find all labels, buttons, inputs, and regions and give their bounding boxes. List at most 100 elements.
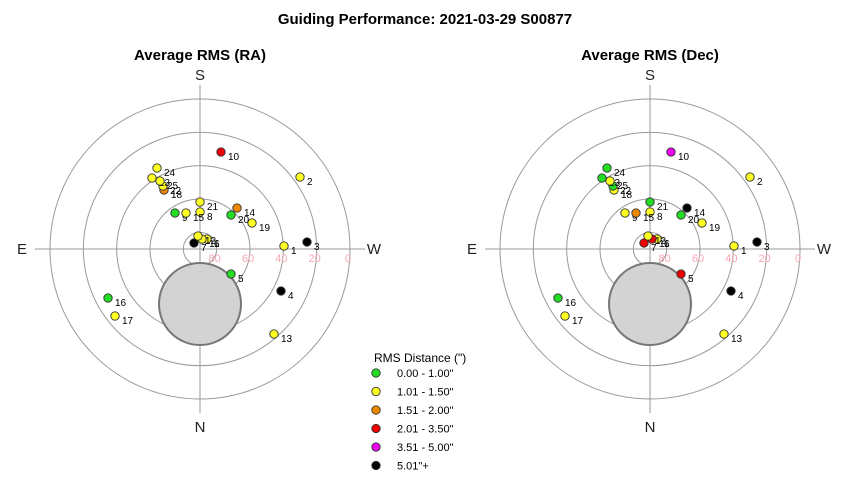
point-label-25: 25 xyxy=(617,181,629,192)
legend-swatch-0 xyxy=(371,368,381,378)
cardinal-s: S xyxy=(645,67,655,84)
point-5 xyxy=(226,269,236,279)
polar-plot-ra: Average RMS (RA) SNE W80 60 40 20 01234567891… xyxy=(17,47,382,436)
cardinal-w: W xyxy=(367,241,382,258)
point-12 xyxy=(643,231,653,241)
point-label-9: 9 xyxy=(182,213,188,224)
point-4 xyxy=(726,286,736,296)
polar-plot-dec: Average RMS (Dec) SNE W80 60 40 20 0123456789… xyxy=(467,47,832,436)
point-label-16: 16 xyxy=(115,298,127,309)
point-label-23: 23 xyxy=(609,178,621,189)
cardinal-e: E xyxy=(467,241,477,258)
point-label-19: 19 xyxy=(709,223,721,234)
point-label-12: 12 xyxy=(205,236,217,247)
ring-label-20: 20 xyxy=(759,253,771,265)
point-label-7: 7 xyxy=(201,243,207,254)
legend-title: RMS Distance (") xyxy=(374,351,466,365)
point-8 xyxy=(195,207,205,217)
legend-label-0: 0.00 - 1.00" xyxy=(397,368,454,380)
point-label-2: 2 xyxy=(307,177,313,188)
legend-swatch-1 xyxy=(371,386,381,397)
point-label-4: 4 xyxy=(738,291,744,302)
point-label-12: 12 xyxy=(655,236,667,247)
figure-title: Guiding Performance: 2021-03-29 S00877 xyxy=(278,11,572,28)
point-label-22: 22 xyxy=(170,186,182,197)
point-13 xyxy=(719,329,729,339)
moon-patch xyxy=(608,262,692,346)
point-label-16: 16 xyxy=(565,298,577,309)
point-label-10: 10 xyxy=(678,152,690,163)
ring-label-40: 40 xyxy=(275,253,287,265)
legend-swatch-4 xyxy=(371,442,381,452)
point-label-1: 1 xyxy=(291,246,297,257)
point-3 xyxy=(752,237,762,247)
ring-label-40: 40 xyxy=(725,253,737,265)
point-21 xyxy=(195,197,205,207)
point-label-11: 11 xyxy=(209,239,220,250)
point-4 xyxy=(276,286,286,296)
ring-label-80: 80 xyxy=(209,253,221,265)
moon-patch xyxy=(158,262,242,346)
point-label-24: 24 xyxy=(614,168,626,179)
cardinal-n: N xyxy=(645,419,656,436)
point-25 xyxy=(605,176,615,186)
legend: RMS Distance (") 0.00 - 1.00" 1.01 - 1.50… xyxy=(371,351,466,473)
point-24 xyxy=(152,163,162,173)
point-25 xyxy=(155,176,165,186)
point-label-6: 6 xyxy=(214,239,220,250)
point-16 xyxy=(103,293,113,303)
point-15 xyxy=(631,208,641,218)
point-17 xyxy=(110,311,120,321)
point-label-22: 22 xyxy=(620,186,632,197)
legend-label-5: 5.01"+ xyxy=(397,461,429,473)
point-15 xyxy=(181,208,191,218)
point-label-5: 5 xyxy=(688,274,694,285)
point-10 xyxy=(666,147,676,157)
point-label-17: 17 xyxy=(122,316,134,327)
point-label-8: 8 xyxy=(657,212,663,223)
point-label-24: 24 xyxy=(164,168,176,179)
point-1 xyxy=(729,241,739,251)
point-label-7: 7 xyxy=(651,243,657,254)
point-2 xyxy=(745,172,755,182)
point-label-13: 13 xyxy=(281,334,293,345)
ring-label-60: 60 xyxy=(242,253,254,265)
point-8 xyxy=(645,207,655,217)
point-label-25: 25 xyxy=(167,181,179,192)
point-1 xyxy=(279,241,289,251)
point-3 xyxy=(302,237,312,247)
cardinal-s: S xyxy=(195,67,205,84)
ring-label-0: 0 xyxy=(795,253,801,265)
point-label-5: 5 xyxy=(238,274,244,285)
point-19 xyxy=(697,218,707,228)
ring-label-0: 0 xyxy=(345,253,351,265)
ring-label-20: 20 xyxy=(309,253,321,265)
point-label-23: 23 xyxy=(159,178,171,189)
point-label-10: 10 xyxy=(228,152,240,163)
legend-label-2: 1.51 - 2.00" xyxy=(397,405,454,417)
point-20 xyxy=(676,210,686,220)
point-7 xyxy=(189,238,199,248)
cardinal-w: W xyxy=(817,241,832,258)
point-17 xyxy=(560,311,570,321)
point-label-8: 8 xyxy=(207,212,213,223)
point-label-1: 1 xyxy=(741,246,747,257)
point-label-3: 3 xyxy=(314,242,320,253)
point-label-13: 13 xyxy=(731,334,743,345)
point-13 xyxy=(269,329,279,339)
legend-label-1: 1.01 - 1.50" xyxy=(397,387,454,399)
legend-swatch-5 xyxy=(371,460,381,471)
point-23 xyxy=(597,173,607,183)
point-21 xyxy=(645,197,655,207)
point-24 xyxy=(602,163,612,173)
ring-label-60: 60 xyxy=(692,253,704,265)
point-label-3: 3 xyxy=(764,242,770,253)
point-label-19: 19 xyxy=(259,223,271,234)
plot-title-ra: Average RMS (RA) xyxy=(134,47,266,64)
point-label-6: 6 xyxy=(664,239,670,250)
cardinal-e: E xyxy=(17,241,27,258)
point-12 xyxy=(193,231,203,241)
point-9 xyxy=(620,208,630,218)
point-label-9: 9 xyxy=(632,213,638,224)
